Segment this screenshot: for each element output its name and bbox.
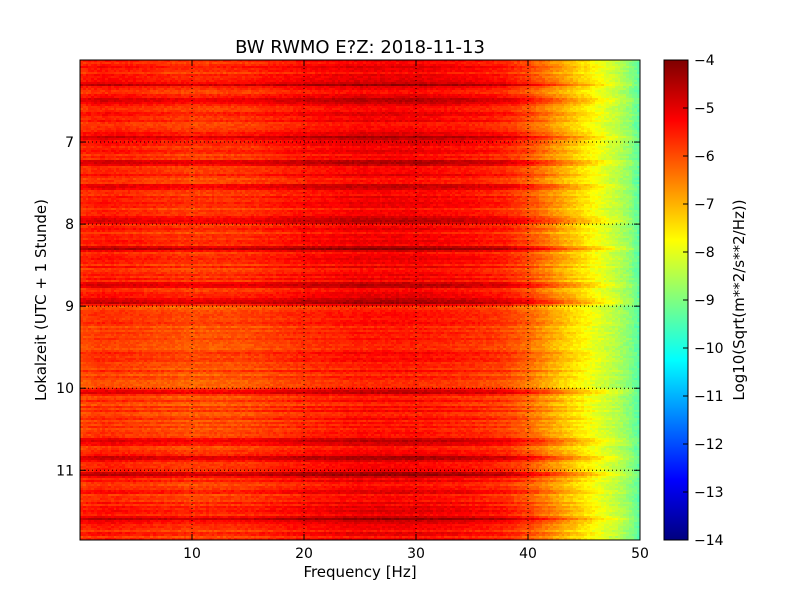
x-axis-label: Frequency [Hz] <box>303 563 416 581</box>
colorbar-tick-label: −7 <box>694 197 715 213</box>
y-tick-label: 8 <box>65 217 74 233</box>
y-axis-label: Lokalzeit (UTC + 1 Stunde) <box>32 199 50 401</box>
colorbar-tick-label: −6 <box>694 149 715 165</box>
y-tick-label: 11 <box>56 463 74 479</box>
colorbar-tick-label: −13 <box>694 485 724 501</box>
spectrogram-heatmap <box>80 60 640 540</box>
colorbar-tick-label: −11 <box>694 389 724 405</box>
x-tick-label: 30 <box>407 546 425 562</box>
y-tick-label: 9 <box>65 299 74 315</box>
x-tick-label: 50 <box>631 546 649 562</box>
colorbar-tick-label: −14 <box>694 533 724 549</box>
chart-title: BW RWMO E?Z: 2018-11-13 <box>235 37 485 58</box>
colorbar-label: Log10(Sqrt(m**2/s**2/Hz)) <box>730 199 748 400</box>
y-tick-label: 7 <box>65 135 74 151</box>
grid-lines <box>80 60 640 540</box>
plot-frame <box>79 59 641 541</box>
colorbar-tick-label: −8 <box>694 245 715 261</box>
x-tick-label: 20 <box>295 546 313 562</box>
x-tick-label: 40 <box>519 546 537 562</box>
y-tick-label: 10 <box>56 381 74 397</box>
colorbar-frame <box>663 59 689 541</box>
colorbar-tick-label: −10 <box>694 341 724 357</box>
colorbar-tick-label: −12 <box>694 437 724 453</box>
colorbar-tick-label: −9 <box>694 293 715 309</box>
axis-ticks: 10 20 30 40 50 7 8 9 10 11 −4 −5 −6 −7 −8 −9 −10 −11 −12 −1… <box>56 53 723 562</box>
colorbar-tick-label: −5 <box>694 101 715 117</box>
x-tick-label: 10 <box>183 546 201 562</box>
colorbar-tick-label: −4 <box>694 53 715 69</box>
